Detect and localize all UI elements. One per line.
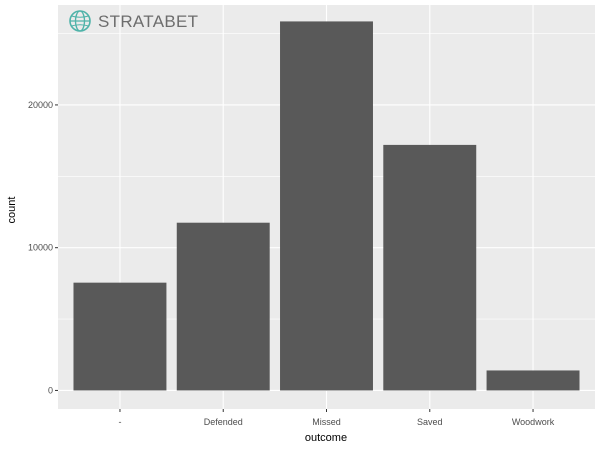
bar-woodwork xyxy=(486,370,580,391)
bar-defended xyxy=(176,222,270,391)
x-tick-label: Missed xyxy=(312,417,341,427)
y-axis-ticks: 0 10000 20000 xyxy=(28,100,58,395)
bar-saved xyxy=(383,144,477,391)
x-tick-label: Woodwork xyxy=(512,417,555,427)
stratabet-watermark: STRATABET xyxy=(69,10,198,32)
bar-dash xyxy=(73,282,167,391)
y-tick-label: 20000 xyxy=(28,100,53,110)
globe-icon xyxy=(69,10,91,32)
y-tick-label: 10000 xyxy=(28,243,53,253)
x-axis-title: outcome xyxy=(305,432,347,444)
x-tick-label: Saved xyxy=(417,417,443,427)
bar-missed xyxy=(280,21,373,391)
y-axis-title: count xyxy=(6,197,18,224)
x-axis-ticks: - Defended Missed Saved Woodwork xyxy=(118,409,555,427)
x-tick-label: - xyxy=(118,417,121,427)
x-tick-label: Defended xyxy=(204,417,243,427)
watermark-text: STRATABET xyxy=(98,12,198,31)
bars xyxy=(73,21,580,391)
y-tick-label: 0 xyxy=(48,385,53,395)
